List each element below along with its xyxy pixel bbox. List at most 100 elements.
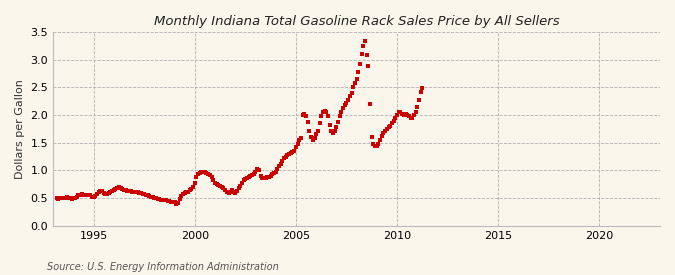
Point <box>383 125 394 130</box>
Point <box>262 175 273 179</box>
Point <box>230 191 240 195</box>
Point <box>169 200 180 204</box>
Point <box>221 190 232 194</box>
Point <box>129 189 140 194</box>
Point <box>246 173 257 177</box>
Point <box>226 188 237 192</box>
Point <box>208 178 219 183</box>
Point <box>137 192 148 196</box>
Point <box>99 191 109 195</box>
Point <box>294 138 304 142</box>
Point <box>218 185 229 190</box>
Point <box>351 77 362 81</box>
Point <box>408 113 419 117</box>
Point <box>398 113 409 117</box>
Point <box>323 114 333 118</box>
Point <box>115 186 126 190</box>
Point <box>140 193 151 197</box>
Point <box>313 128 323 133</box>
Point <box>370 143 381 148</box>
Point <box>273 164 284 168</box>
Point <box>203 172 214 176</box>
Point <box>171 202 182 206</box>
Point <box>353 70 364 74</box>
Point <box>219 188 230 192</box>
Point <box>178 192 188 197</box>
Point <box>139 192 150 197</box>
Point <box>292 142 303 146</box>
Point <box>310 132 321 137</box>
Point <box>289 149 300 153</box>
Point <box>238 178 249 183</box>
Point <box>234 186 244 190</box>
Point <box>381 127 392 131</box>
Point <box>149 196 160 200</box>
Point <box>377 134 387 138</box>
Point <box>132 190 143 194</box>
Point <box>88 195 99 199</box>
Point <box>163 199 173 203</box>
Point <box>343 97 354 102</box>
Point <box>360 39 371 43</box>
Point <box>161 198 171 203</box>
Point <box>126 189 136 193</box>
Point <box>256 176 267 180</box>
Point <box>255 174 266 178</box>
Point <box>205 173 215 177</box>
Point <box>58 196 69 200</box>
Point <box>390 116 401 120</box>
Point <box>290 145 301 149</box>
Point <box>350 81 360 85</box>
Point <box>245 174 256 178</box>
Point <box>97 189 107 193</box>
Point <box>120 188 131 192</box>
Point <box>103 191 114 195</box>
Point <box>240 177 250 181</box>
Point <box>395 110 406 114</box>
Point <box>53 197 63 201</box>
Point <box>93 189 104 194</box>
Point <box>361 53 372 57</box>
Point <box>296 136 306 141</box>
Point <box>316 114 327 118</box>
Point <box>80 193 90 198</box>
Point <box>267 172 277 177</box>
Point <box>51 196 62 200</box>
Point <box>338 106 348 111</box>
Point <box>180 191 190 196</box>
Point <box>210 180 221 185</box>
Point <box>321 110 331 114</box>
Point <box>407 116 418 120</box>
Point <box>250 170 261 174</box>
Point <box>378 131 389 135</box>
Point <box>264 175 275 179</box>
Point <box>244 175 254 179</box>
Point <box>213 183 224 188</box>
Point <box>309 136 320 141</box>
Point <box>105 189 116 194</box>
Point <box>417 86 428 91</box>
Point <box>144 194 155 198</box>
Point <box>112 186 123 190</box>
Point <box>65 196 76 200</box>
Point <box>319 108 330 113</box>
Point <box>373 142 384 146</box>
Point <box>375 138 385 142</box>
Point <box>356 52 367 56</box>
Point <box>314 121 325 126</box>
Point <box>232 189 242 193</box>
Point <box>269 171 279 175</box>
Point <box>215 184 225 188</box>
Point <box>176 194 186 198</box>
Point <box>265 174 276 178</box>
Point <box>113 185 124 189</box>
Point <box>371 143 382 148</box>
Point <box>327 131 338 135</box>
Point <box>385 124 396 128</box>
Point <box>134 191 144 195</box>
Y-axis label: Dollars per Gallon: Dollars per Gallon <box>15 79 25 179</box>
Point <box>186 186 196 191</box>
Point <box>157 198 168 202</box>
Point <box>198 169 209 174</box>
Point <box>412 104 423 109</box>
